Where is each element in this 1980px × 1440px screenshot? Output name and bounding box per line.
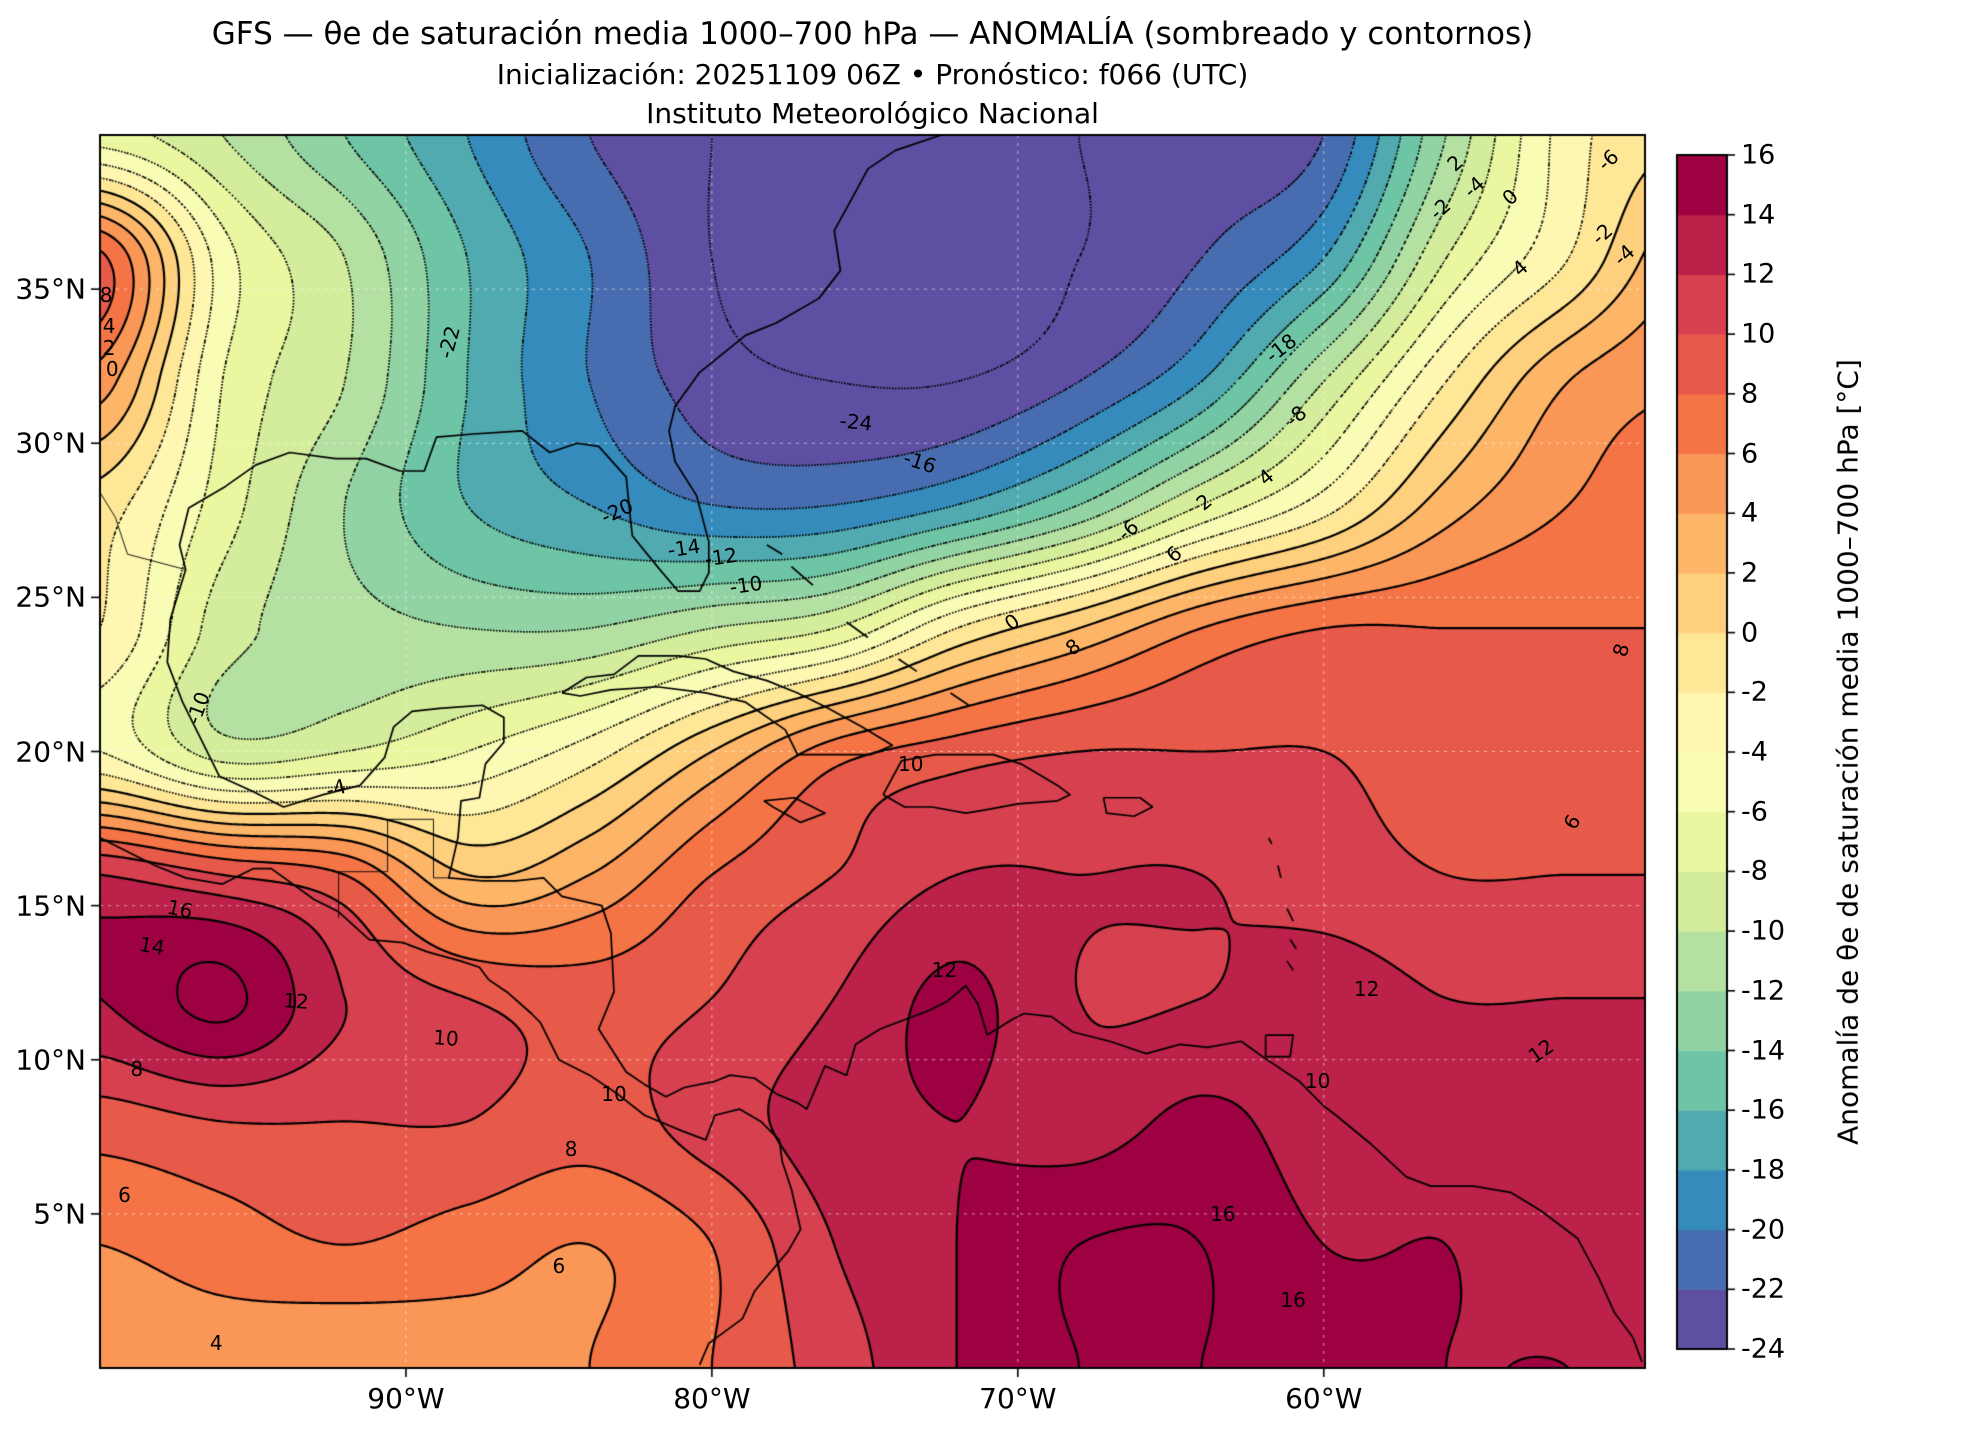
colorbar-tick-label: -20 (1741, 1214, 1786, 1246)
colorbar-tick-label: 10 (1741, 318, 1776, 350)
contour-label: 12 (931, 958, 958, 983)
y-tick-label: 15°N (15, 889, 86, 923)
colorbar-tick-label: 8 (1741, 378, 1759, 410)
contour-label: 10 (601, 1081, 627, 1106)
colorbar-tick-label: 4 (1741, 497, 1759, 529)
colorbar-tick-label: 14 (1741, 199, 1776, 231)
contour-label: 16 (1280, 1288, 1306, 1313)
contour-label: 8 (130, 1056, 144, 1081)
contour-label: -24 (838, 408, 874, 436)
chart-subtitle: Inicialización: 20251109 06Z • Pronóstic… (496, 58, 1249, 91)
contour-label: 10 (432, 1025, 460, 1052)
colorbar-tick-label: -4 (1741, 736, 1768, 768)
x-tick-label: 80°W (673, 1382, 751, 1415)
contour-label: -14 (666, 533, 703, 563)
contour-label: 12 (1353, 976, 1380, 1001)
contour-label: 10 (1304, 1069, 1331, 1094)
colorbar-tick-label: -14 (1741, 1035, 1786, 1066)
contour-label: 0 (105, 357, 119, 382)
colorbar-tick-label: 6 (1741, 438, 1759, 469)
x-tick-label: 90°W (367, 1382, 445, 1415)
colorbar-tick-label: -10 (1741, 915, 1786, 947)
y-tick-label: 25°N (15, 580, 86, 614)
colorbar-tick-label: 0 (1741, 617, 1759, 649)
contour-label: 10 (898, 751, 924, 776)
colorbar-tick-label: -12 (1741, 975, 1786, 1007)
y-tick-label: 20°N (15, 735, 86, 768)
contour-label: 12 (282, 988, 310, 1015)
contour-label: 16 (164, 894, 195, 924)
contour-label: 6 (552, 1254, 566, 1279)
x-tick-label: 70°W (979, 1382, 1057, 1415)
contour-label: 8 (564, 1137, 578, 1162)
contour-label: -12 (703, 543, 739, 572)
contour-label: 2 (102, 335, 116, 360)
colorbar-tick-label: -18 (1741, 1154, 1786, 1186)
contour-label: 4 (102, 314, 116, 339)
y-tick-label: 5°N (33, 1197, 86, 1231)
contour-label: 6 (118, 1183, 131, 1208)
colorbar-tick-label: -22 (1741, 1273, 1786, 1305)
contour-label: -10 (727, 570, 764, 600)
contour-label: 16 (1210, 1201, 1236, 1226)
chart-title: GFS — θe de saturación media 1000–700 hP… (211, 16, 1534, 52)
colorbar-tick-label: -8 (1741, 855, 1768, 887)
colorbar-axis-label: Anomalía de θe de saturación media 1000–… (1831, 359, 1865, 1145)
colorbar-tick-label: -2 (1741, 676, 1768, 708)
colorbar-tick-label: -6 (1741, 796, 1768, 828)
contour-label: 4 (209, 1331, 223, 1356)
colorbar-tick-label: 16 (1741, 139, 1776, 171)
chart-institution: Instituto Meteorológico Nacional (646, 97, 1099, 130)
contour-label: 8 (99, 283, 113, 308)
y-tick-label: 10°N (15, 1043, 86, 1077)
colorbar-tick-label: 2 (1741, 557, 1759, 589)
y-tick-label: 30°N (15, 426, 86, 460)
x-tick-label: 60°W (1285, 1382, 1363, 1415)
colorbar-tick-label: -24 (1741, 1333, 1786, 1365)
contour-label: 14 (137, 931, 167, 960)
colorbar-tick-label: -16 (1741, 1094, 1786, 1126)
y-tick-label: 35°N (15, 272, 86, 306)
colorbar-tick-label: 12 (1741, 258, 1776, 290)
